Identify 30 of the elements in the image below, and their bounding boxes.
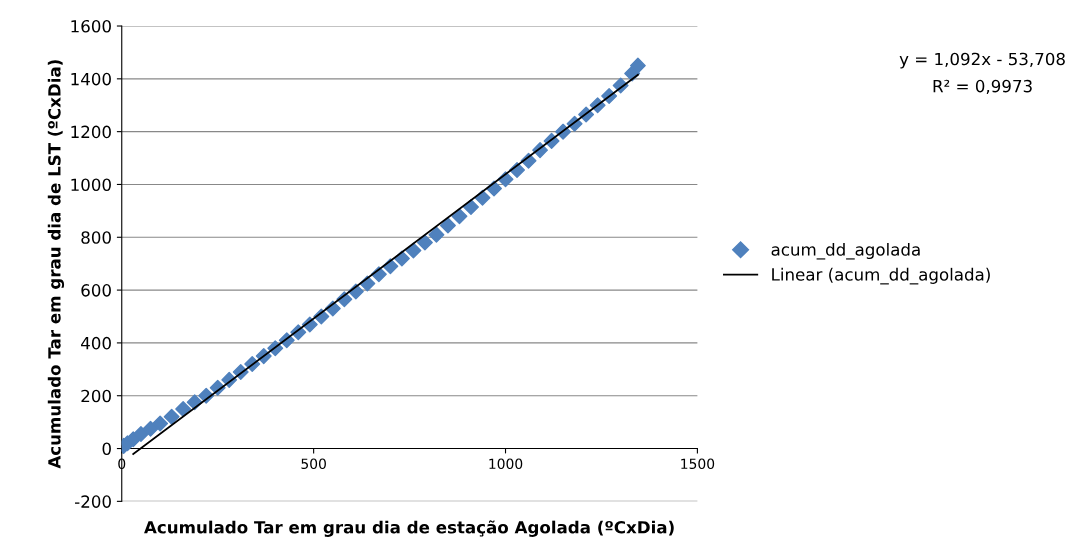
point xyxy=(152,415,169,432)
point xyxy=(163,408,180,425)
x-tick-label: 1500 xyxy=(681,458,715,470)
y-tick-label: 0 xyxy=(102,442,111,456)
y-tick-label: 1000 xyxy=(71,178,111,192)
x-axis-title: Acumulado Tar em grau dia de estação Agolada (ºCxDia) xyxy=(144,520,674,537)
legend-label: Linear (acum_dd_agolada) xyxy=(772,267,990,285)
point xyxy=(132,426,149,442)
point xyxy=(416,234,433,251)
y-tick-label: 1400 xyxy=(71,72,111,86)
y-tick-label: 800 xyxy=(81,231,111,244)
text: y = 1,092x - 53,708 xyxy=(899,52,1065,69)
y-tick-label: 200 xyxy=(81,389,111,403)
point xyxy=(142,420,159,437)
point xyxy=(405,242,422,259)
text: R² = 0,9973 xyxy=(933,79,1032,95)
point xyxy=(629,57,646,74)
y-tick-label: 1200 xyxy=(71,125,111,139)
y-tick-label: -200 xyxy=(75,495,111,508)
y-tick-label: 1600 xyxy=(71,19,111,33)
legend-label: acum_dd_agolada xyxy=(771,242,920,260)
y-tick-label: 600 xyxy=(81,284,111,297)
x-tick-label: 1000 xyxy=(489,458,523,470)
point xyxy=(428,226,445,243)
y-tick-label: 400 xyxy=(81,336,111,350)
y-axis-title: Acumulado Tar em grau dia de LST (ºCxDia) xyxy=(47,60,65,469)
x-tick-label: 500 xyxy=(301,458,326,470)
point xyxy=(463,198,479,215)
point xyxy=(439,217,456,234)
point xyxy=(175,400,192,417)
